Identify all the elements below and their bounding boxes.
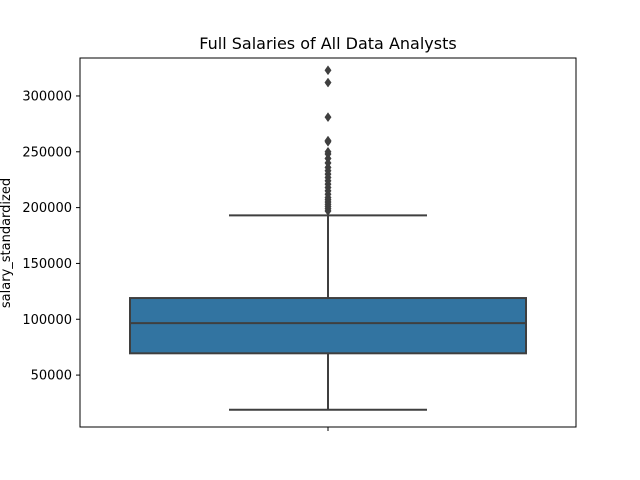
y-tick-label: 150000: [22, 257, 72, 272]
y-tick-label: 300000: [22, 89, 72, 104]
outlier-point: [324, 135, 332, 146]
outlier-point: [324, 77, 332, 88]
y-tick-label: 250000: [22, 145, 72, 160]
plot-area: 50000 100000 150000 200000 250000 300000: [22, 57, 577, 431]
outlier-point: [324, 112, 332, 123]
y-tick-label: 100000: [22, 313, 72, 328]
y-tick-label: 50000: [31, 369, 72, 384]
outlier-point: [324, 146, 332, 157]
iqr-box: [129, 297, 527, 355]
y-axis-label: salary_standardized: [0, 178, 14, 308]
outlier-point: [324, 65, 332, 76]
plot-frame: [79, 57, 577, 428]
y-tick-label: 200000: [22, 201, 72, 216]
chart-title: Full Salaries of All Data Analysts: [199, 34, 456, 53]
